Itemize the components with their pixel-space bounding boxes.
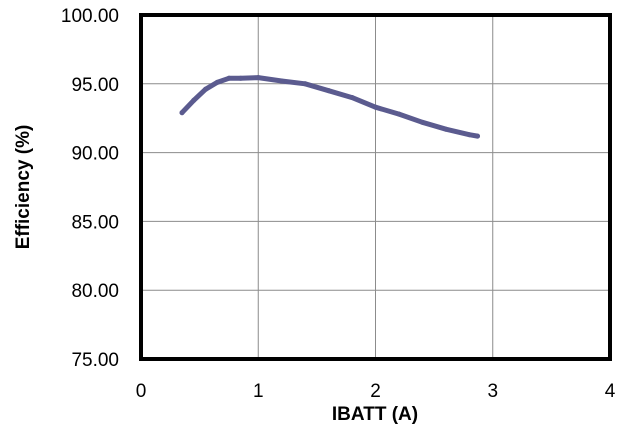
- x-tick-label: 2: [370, 381, 381, 402]
- efficiency-data-point: [255, 75, 261, 81]
- efficiency-data-point: [202, 86, 208, 92]
- efficiency-data-point: [302, 81, 308, 87]
- y-tick-label: 90.00: [71, 144, 119, 165]
- efficiency-data-point: [226, 75, 232, 81]
- efficiency-data-point: [475, 133, 481, 139]
- plot-frame: [139, 13, 612, 361]
- y-tick-label: 85.00: [71, 212, 119, 233]
- y-axis-title: Efficiency (%): [13, 125, 34, 250]
- efficiency-data-point: [214, 79, 220, 85]
- x-tick-label: 1: [253, 381, 264, 402]
- efficiency-data-point: [443, 126, 449, 132]
- series-layer: [179, 75, 481, 139]
- efficiency-data-point: [396, 111, 402, 117]
- grid-layer: [141, 15, 610, 359]
- efficiency-series-line: [179, 75, 480, 139]
- efficiency-data-point: [349, 95, 355, 101]
- y-tick-label: 80.00: [71, 281, 119, 302]
- efficiency-data-point: [373, 104, 378, 110]
- efficiency-data-point: [466, 132, 472, 138]
- efficiency-data-point: [238, 75, 244, 81]
- x-tick-labels: 0 1 2 3 4: [136, 381, 616, 402]
- y-tick-label: 95.00: [71, 75, 119, 96]
- x-tick-label: 0: [136, 381, 147, 402]
- efficiency-data-point: [326, 88, 332, 94]
- efficiency-data-point: [279, 78, 285, 84]
- x-axis-title: IBATT (A): [332, 404, 418, 425]
- x-tick-label: 3: [487, 381, 498, 402]
- x-tick-label: 4: [605, 381, 616, 402]
- efficiency-data-point: [179, 110, 185, 116]
- y-tick-label: 100.00: [61, 6, 119, 27]
- efficiency-data-point: [419, 119, 425, 125]
- efficiency-data-point: [191, 97, 197, 103]
- y-tick-labels: 75.00 80.00 85.00 90.00 95.00 100.00: [61, 6, 119, 371]
- y-tick-label: 75.00: [71, 350, 119, 371]
